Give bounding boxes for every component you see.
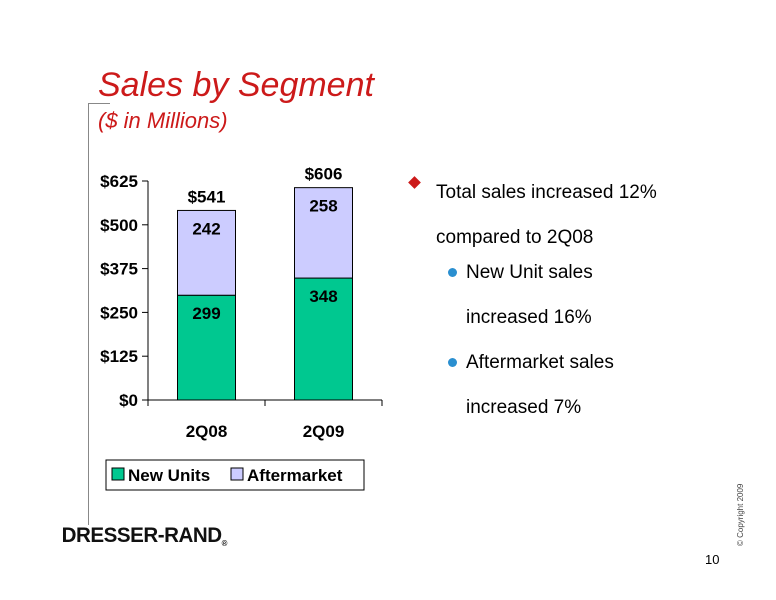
y-tick-label: $625 [100,172,138,191]
x-tick-label: 2Q08 [186,422,228,441]
bullet-line: compared to 2Q08 [436,227,594,248]
bullet-total-sales: Total sales increased 12% compared to 2Q… [408,170,657,260]
bars: 299 242 $541 348 258 $606 [177,165,353,401]
sub-bullet-line: Aftermarket sales [466,352,614,373]
legend-swatch [111,467,125,481]
bullet-line: Total sales increased 12% [436,182,657,203]
segment-value-label: 299 [192,304,220,323]
dot-bullet-icon [448,268,457,277]
stacked-bar-chart: $0 $125 $250 $375 $500 $625 299 242 $541 348 258 $… [100,165,383,491]
sub-bullet-new-unit: New Unit sales increased 16% [448,250,593,340]
y-tick-label: $250 [100,303,138,322]
legend-label: Aftermarket [247,466,343,485]
segment-value-label: 258 [309,197,337,216]
page-number: 10 [705,552,720,567]
y-tick-label: $125 [100,347,138,366]
total-value-label: $606 [305,165,343,184]
dot-bullet-icon [448,358,457,367]
left-rule-horizontal [88,103,110,104]
sub-bullet-line: New Unit sales [466,262,593,283]
page-subtitle: ($ in Millions) [98,108,228,133]
sub-bullet-aftermarket: Aftermarket sales increased 7% [448,340,614,430]
segment-value-label: 242 [192,219,220,238]
registered-mark: ® [221,539,228,548]
y-tick-label: $375 [100,260,138,279]
legend: New Units Aftermarket [105,459,365,491]
sub-bullet-line: increased 7% [466,397,582,418]
bar-aftermarket [177,209,236,296]
segment-value-label: 348 [309,287,337,306]
copyright-notice: © Copyright 2009 [736,483,745,546]
legend-swatch [230,467,244,481]
y-tick-label: $500 [100,216,138,235]
bar-new-units [177,294,236,401]
sub-bullet-line: increased 16% [466,307,592,328]
total-value-label: $541 [188,187,226,206]
bar-aftermarket [294,187,353,279]
y-tick-label: $0 [119,391,138,410]
logo-text: DRESSER-RAND [61,524,222,547]
x-tick-label: 2Q09 [303,422,345,441]
legend-label: New Units [128,466,210,485]
company-logo: DRESSER-RAND® [61,524,228,548]
x-axis: 2Q08 2Q09 [147,399,383,441]
page-title: Sales by Segment [98,66,374,104]
diamond-bullet-icon [408,176,421,189]
y-axis: $0 $125 $250 $375 $500 $625 [100,172,149,410]
left-rule-vertical [88,103,89,525]
